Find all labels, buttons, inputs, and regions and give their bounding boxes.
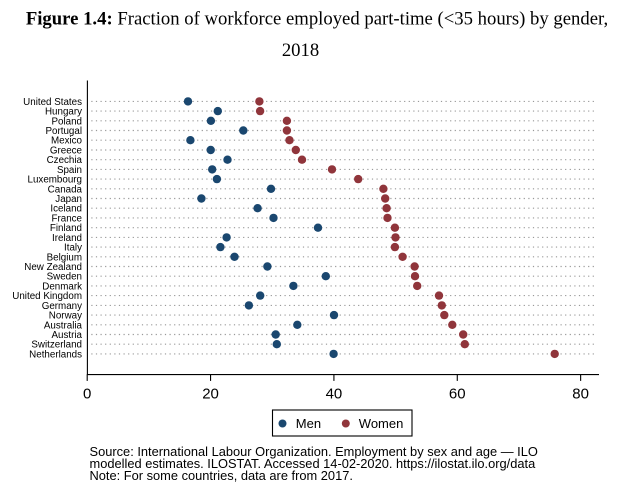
svg-text:Women: Women bbox=[359, 416, 404, 431]
svg-text:Japan: Japan bbox=[55, 194, 82, 205]
svg-text:0: 0 bbox=[83, 385, 91, 402]
svg-text:Poland: Poland bbox=[51, 116, 82, 127]
svg-text:Netherlands: Netherlands bbox=[29, 349, 82, 360]
svg-text:Source: International Labour O: Source: International Labour Organizatio… bbox=[90, 444, 538, 459]
svg-text:Denmark: Denmark bbox=[42, 281, 82, 292]
svg-text:Italy: Italy bbox=[64, 243, 82, 254]
svg-text:Austria: Austria bbox=[52, 330, 83, 341]
svg-text:Greece: Greece bbox=[50, 146, 83, 157]
svg-text:France: France bbox=[52, 213, 83, 224]
svg-text:2018: 2018 bbox=[282, 40, 319, 61]
svg-text:Spain: Spain bbox=[57, 165, 82, 176]
svg-text:Hungary: Hungary bbox=[45, 107, 82, 118]
svg-text:Switzerland: Switzerland bbox=[31, 340, 82, 351]
svg-text:Men: Men bbox=[296, 416, 321, 431]
svg-text:Australia: Australia bbox=[44, 320, 83, 331]
svg-text:United States: United States bbox=[23, 97, 82, 108]
svg-text:Canada: Canada bbox=[48, 184, 83, 195]
svg-text:Finland: Finland bbox=[50, 223, 82, 234]
svg-text:New Zealand: New Zealand bbox=[24, 262, 82, 273]
svg-text:Portugal: Portugal bbox=[46, 126, 83, 137]
svg-text:Note: For some countries, data: Note: For some countries, data are from … bbox=[90, 468, 353, 483]
svg-text:Figure 1.4: Fraction of workfo: Figure 1.4: Fraction of workforce employ… bbox=[26, 8, 608, 29]
svg-text:Norway: Norway bbox=[49, 311, 82, 322]
svg-text:Luxembourg: Luxembourg bbox=[28, 175, 82, 186]
svg-text:Czechia: Czechia bbox=[47, 155, 83, 166]
svg-text:United Kingdom: United Kingdom bbox=[12, 291, 82, 302]
svg-text:Sweden: Sweden bbox=[47, 272, 82, 283]
svg-text:80: 80 bbox=[572, 385, 589, 402]
svg-text:20: 20 bbox=[202, 385, 219, 402]
svg-text:Ireland: Ireland bbox=[52, 233, 82, 244]
svg-text:Mexico: Mexico bbox=[51, 136, 83, 147]
svg-text:40: 40 bbox=[326, 385, 343, 402]
svg-text:Germany: Germany bbox=[42, 301, 82, 312]
svg-text:Belgium: Belgium bbox=[47, 252, 82, 263]
svg-text:modelled estimates. ILOSTAT. A: modelled estimates. ILOSTAT. Accessed 14… bbox=[90, 456, 537, 471]
svg-text:60: 60 bbox=[449, 385, 466, 402]
svg-text:Iceland: Iceland bbox=[50, 204, 82, 215]
